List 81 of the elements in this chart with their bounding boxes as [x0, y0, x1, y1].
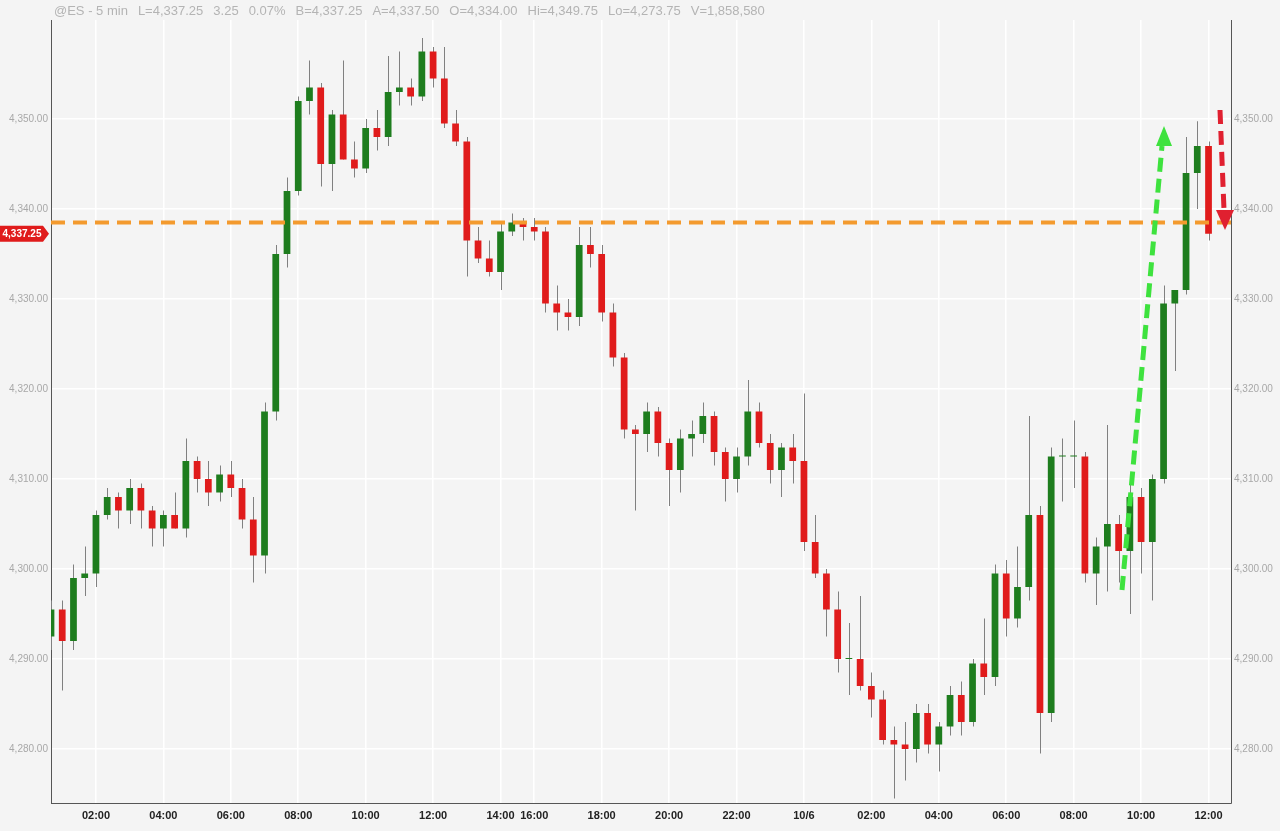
candlestick [485, 240, 493, 277]
y2-tick-label: 4,280.00 [1234, 742, 1274, 754]
candlestick [216, 465, 223, 502]
text: Hi=4,349.75 [527, 3, 599, 18]
y2-tick-label: 4,300.00 [1234, 562, 1274, 574]
candlestick [171, 492, 178, 529]
y-tick-label: 4,280.00 [9, 742, 49, 754]
y-tick-label: 4,290.00 [9, 652, 49, 664]
candlestick [396, 51, 403, 106]
x-tick-label: 06:00 [216, 808, 245, 821]
candlestick [126, 478, 134, 525]
text: L=4,337.25 [137, 3, 204, 18]
x-tick-label: 08:00 [284, 808, 313, 821]
x-tick-label: 10:00 [1127, 808, 1156, 821]
candlestick [778, 442, 785, 498]
y-tick-label: 4,340.00 [9, 202, 49, 214]
x-tick-label: 12:00 [1194, 808, 1223, 821]
x-tick-label: 16:00 [520, 808, 549, 821]
text: V=1,858,580 [690, 3, 765, 18]
y-tick-label: 4,320.00 [9, 382, 49, 394]
candlestick [553, 285, 561, 331]
text: 3.25 [213, 3, 239, 18]
x-tick-label: 04:00 [924, 808, 953, 821]
text: O=4,334.00 [449, 3, 518, 18]
x-tick-label: 12:00 [419, 808, 448, 821]
y-tick-label: 4,300.00 [9, 562, 49, 574]
candlestick [306, 60, 313, 115]
candlestick [935, 721, 943, 772]
candlestick [452, 109, 459, 147]
x-tick-label: 10:00 [351, 808, 380, 821]
text: 4,337.25 [2, 227, 42, 239]
candlestick [508, 213, 516, 237]
candlestick [351, 141, 358, 178]
candlestick [789, 433, 797, 484]
y2-tick-label: 4,340.00 [1234, 202, 1274, 214]
x-tick-label: 06:00 [992, 808, 1021, 821]
candlestick [204, 460, 212, 507]
chart-title: @ES - 5 min [54, 3, 128, 18]
candlestick [81, 546, 89, 597]
candlestick [1059, 438, 1066, 502]
candlestick [733, 447, 740, 493]
y2-tick-label: 4,330.00 [1234, 292, 1274, 304]
x-tick-label: 08:00 [1059, 808, 1088, 821]
candlestick [980, 618, 988, 696]
y-tick-label: 4,310.00 [9, 472, 49, 484]
y2-tick-label: 4,350.00 [1234, 112, 1274, 124]
candlestick [137, 483, 145, 529]
candlestick [407, 78, 414, 106]
x-tick-label: 02:00 [81, 808, 111, 821]
candlestick [688, 420, 695, 457]
text: Lo=4,273.75 [608, 3, 681, 18]
y2-tick-label: 4,310.00 [1234, 472, 1274, 484]
candlestick [530, 217, 538, 241]
y-tick-label: 4,330.00 [9, 292, 49, 304]
x-tick-label: 18:00 [587, 808, 616, 821]
y2-tick-label: 4,290.00 [1234, 652, 1274, 664]
x-tick-label: 04:00 [149, 808, 178, 821]
y2-tick-label: 4,320.00 [1234, 382, 1274, 394]
text: B=4,337.25 [295, 3, 363, 18]
text: 0.07% [248, 3, 286, 18]
candlestick [227, 460, 235, 498]
candlestick [1070, 420, 1078, 489]
x-tick-label: 22:00 [722, 808, 751, 821]
candlestick [890, 726, 898, 799]
candlestick [103, 487, 111, 520]
candlestick [632, 424, 639, 511]
x-tick-label: 10/6 [793, 808, 815, 821]
candlestick [160, 510, 167, 547]
text: A=4,337.50 [372, 3, 440, 18]
x-tick-label: 02:00 [857, 808, 886, 821]
candlestick [148, 505, 156, 547]
candlestick [699, 402, 707, 444]
candlestick [868, 672, 875, 718]
candlestick [643, 402, 650, 453]
x-tick-label: 14:00 [486, 808, 515, 821]
y-tick-label: 4,350.00 [9, 112, 49, 124]
candlestick [1104, 424, 1111, 592]
candlestick [115, 492, 122, 529]
candlestick [1171, 289, 1179, 372]
candlestick [587, 226, 594, 268]
x-tick-label: 20:00 [655, 808, 684, 821]
